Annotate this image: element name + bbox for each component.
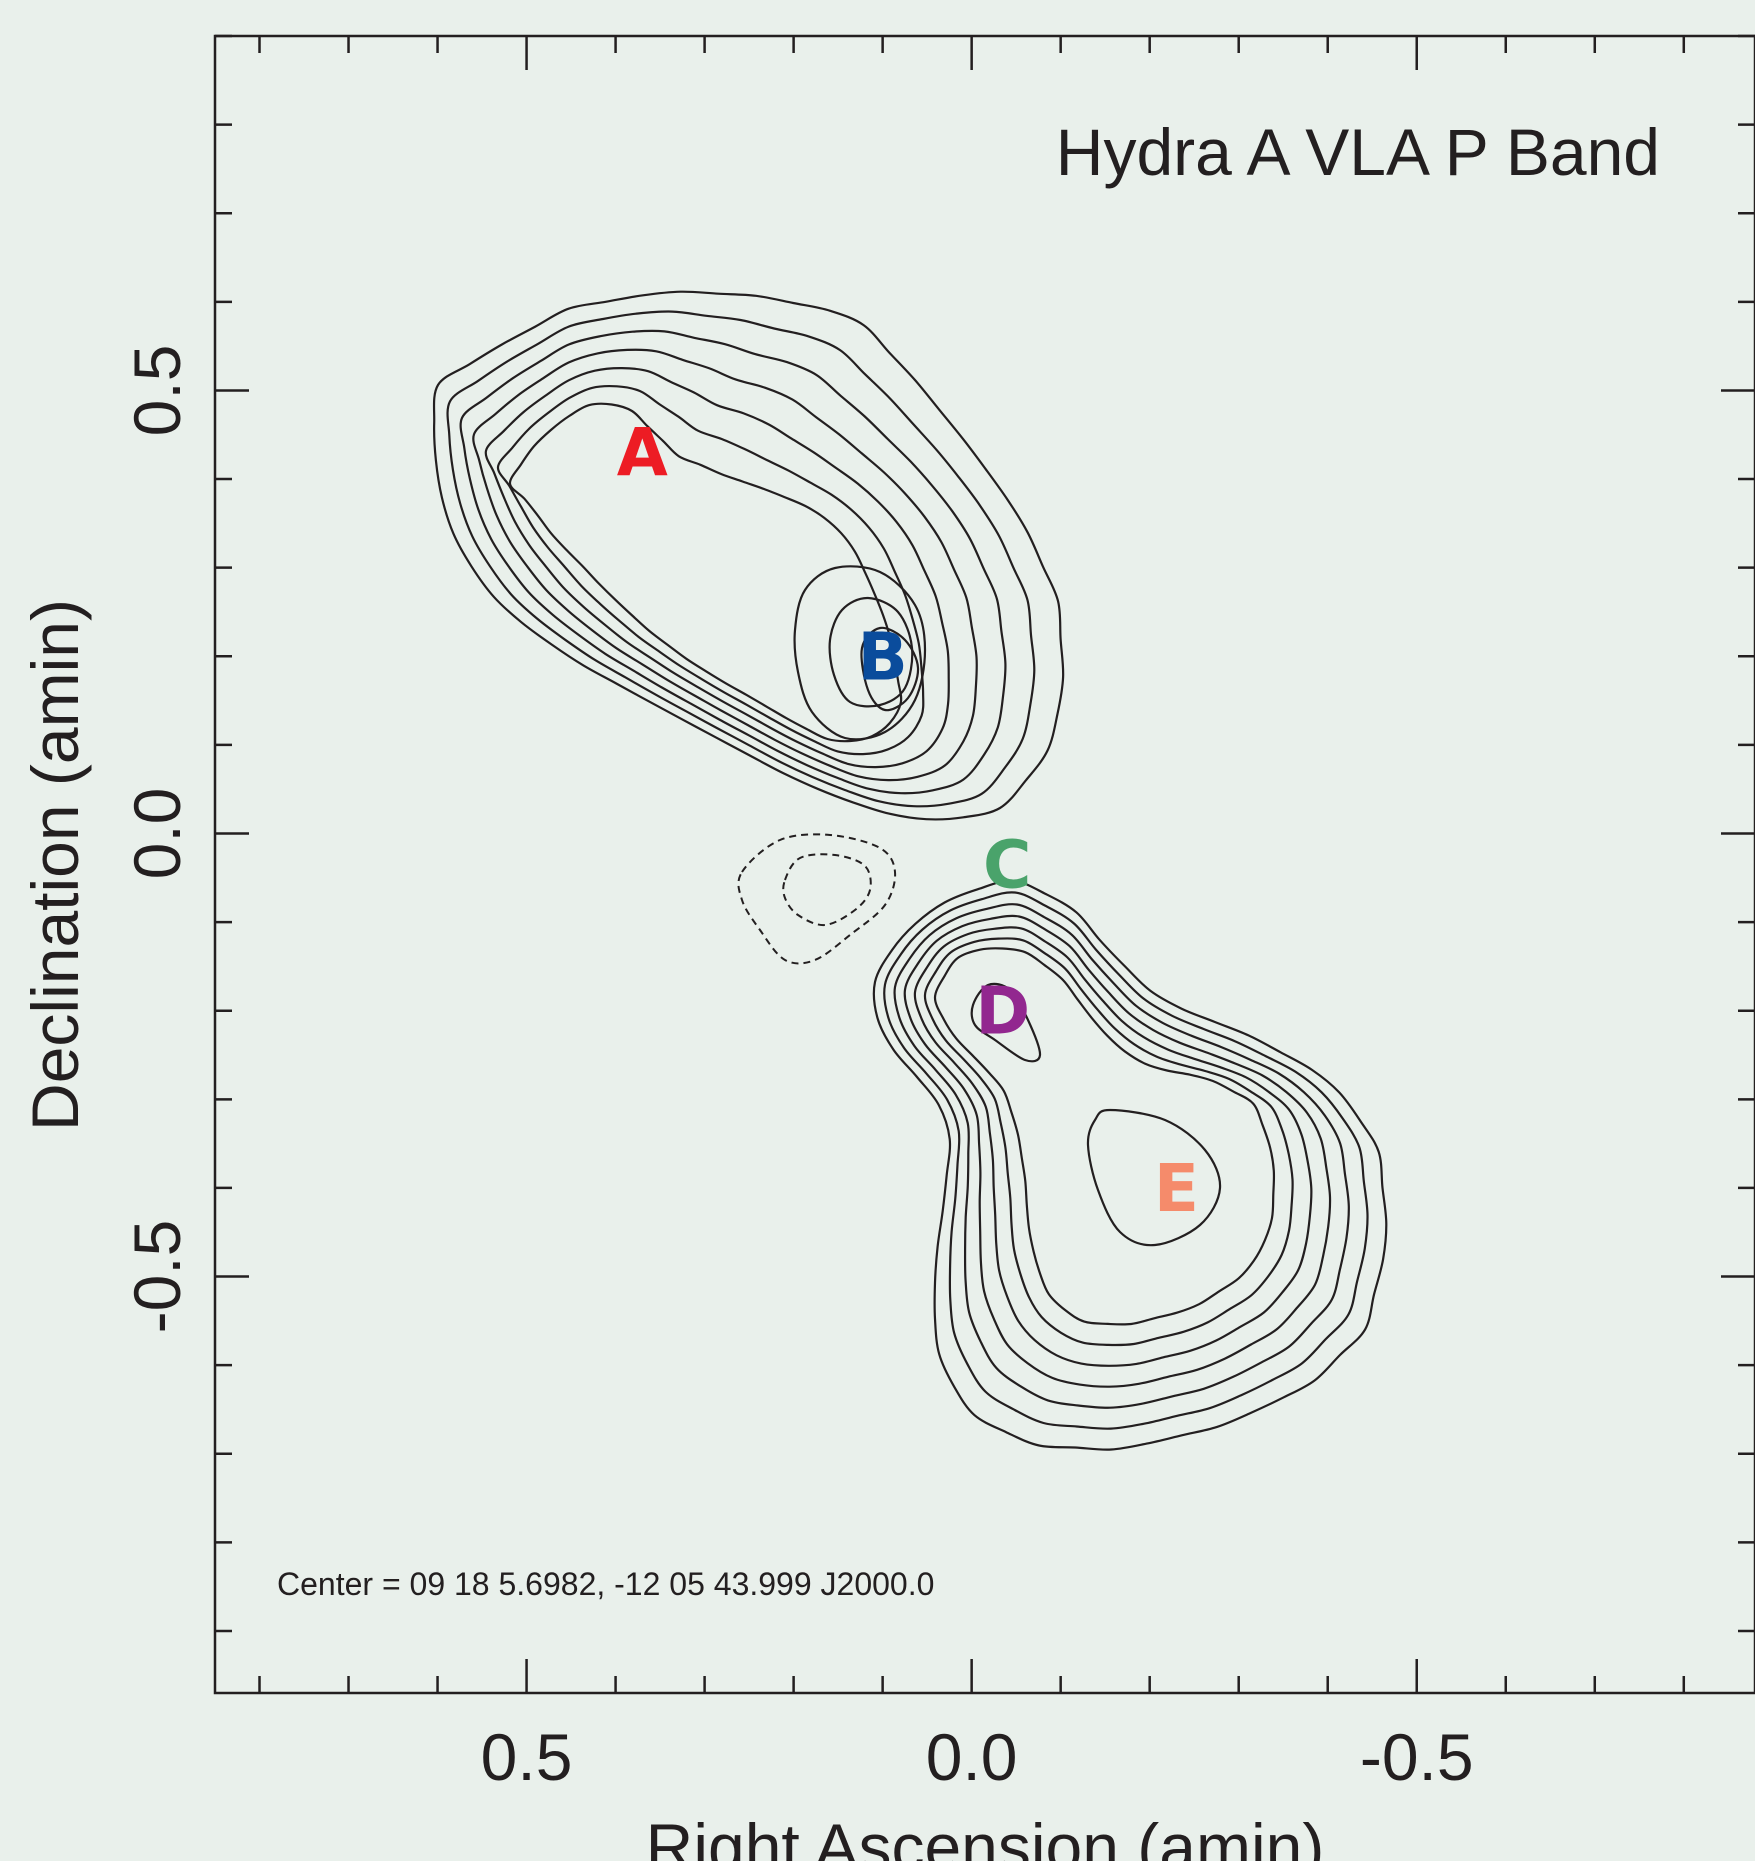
y-axis-label: Declination (amin) — [18, 599, 92, 1131]
contour-b-peak-2 — [828, 596, 914, 708]
contour-south-5 — [913, 926, 1313, 1367]
major-ticks — [215, 36, 1755, 1693]
contour-north-1 — [432, 290, 1065, 821]
contour-south-4 — [903, 914, 1332, 1388]
contour-south-1 — [872, 879, 1388, 1451]
x-tick-label: -0.5 — [1360, 1720, 1474, 1794]
component-label-a: A — [617, 414, 668, 491]
component-label-d: D — [975, 973, 1030, 1050]
component-label-c: C — [983, 827, 1031, 904]
x-tick-labels: 0.5 0.0 -0.5 — [481, 1720, 1474, 1794]
component-labels: A B CD E — [617, 414, 1199, 1226]
contour-e-peak — [1086, 1108, 1222, 1247]
contour-negative-1 — [737, 833, 897, 965]
contour-south-3 — [893, 903, 1350, 1409]
component-label-b: B — [857, 618, 907, 695]
contour-lines — [432, 290, 1388, 1451]
y-tick-label: 0.0 — [120, 788, 194, 880]
y-tick-labels: 0.5 0.0 -0.5 — [120, 345, 194, 1334]
contour-north-5 — [484, 366, 950, 769]
y-tick-label: -0.5 — [120, 1220, 194, 1334]
x-axis-label: Right Ascension (amin) — [646, 1810, 1325, 1861]
x-tick-label: 0.0 — [926, 1720, 1018, 1794]
contour-north-7 — [508, 402, 903, 743]
contour-south-2 — [883, 891, 1369, 1430]
contour-south-7 — [933, 947, 1276, 1326]
contour-d-peak — [970, 982, 1042, 1063]
contour-b-peak-3 — [860, 626, 920, 712]
contour-south-6 — [923, 937, 1294, 1347]
contour-north-3 — [459, 329, 1007, 795]
contour-negative-2 — [782, 853, 872, 927]
minor-ticks — [215, 34, 1755, 1693]
contour-north-6 — [496, 384, 925, 756]
y-tick-label: 0.5 — [120, 345, 194, 437]
plot-frame — [213, 34, 1755, 1695]
center-note: Center = 09 18 5.6982, -12 05 43.999 J20… — [277, 1566, 934, 1602]
chart-title: Hydra A VLA P Band — [1056, 115, 1660, 189]
contour-north-4 — [472, 348, 978, 782]
contour-b-peak-1 — [793, 565, 927, 741]
component-label-e: E — [1154, 1150, 1199, 1227]
contour-north-2 — [446, 310, 1036, 808]
x-tick-label: 0.5 — [481, 1720, 573, 1794]
